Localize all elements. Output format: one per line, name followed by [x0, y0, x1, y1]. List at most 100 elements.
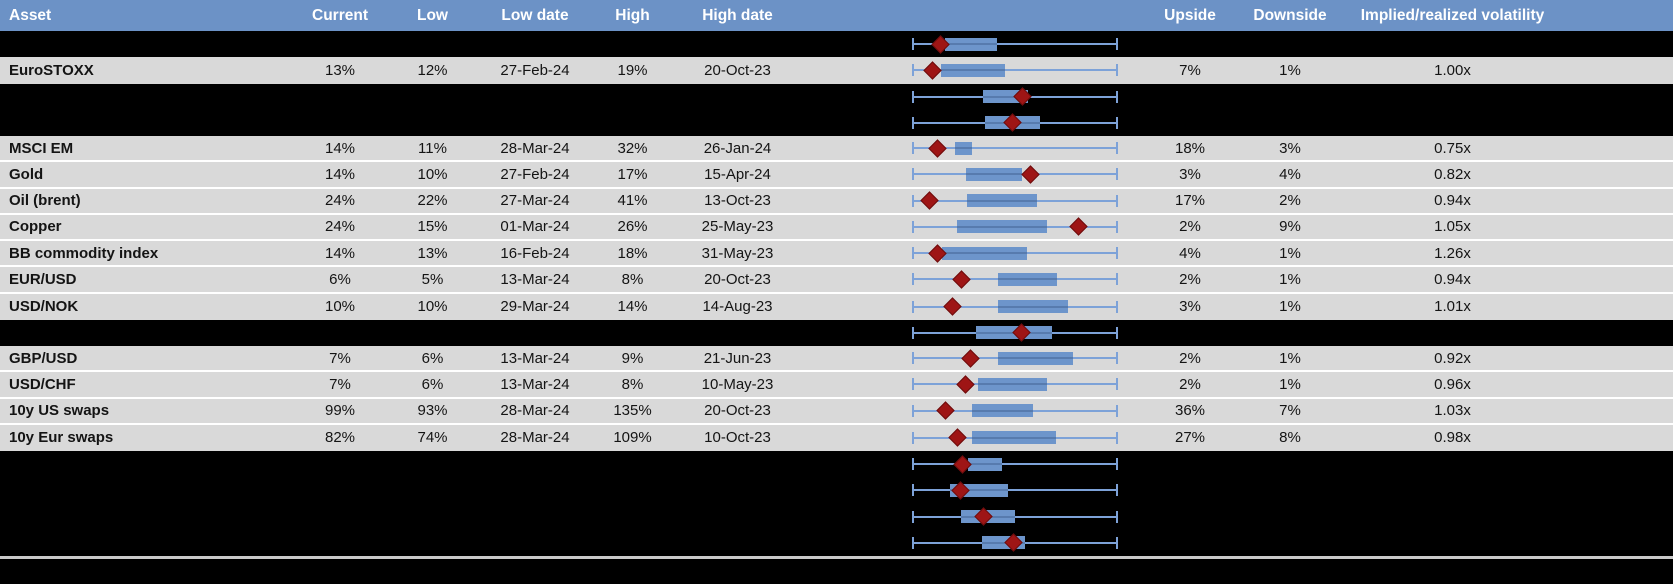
whisker-cap-right — [1116, 38, 1118, 51]
implied-realized-cell: 1.00x — [1434, 61, 1471, 79]
downside-cell: 1% — [1279, 349, 1301, 367]
whisker-line — [912, 147, 1118, 150]
upside-cell: 2% — [1179, 270, 1201, 288]
downside-cell — [1235, 31, 1345, 57]
high-cell: 41% — [617, 192, 648, 210]
upside-cell — [1145, 84, 1235, 110]
high-cell: 109% — [613, 429, 652, 447]
interquartile-box — [971, 431, 1057, 445]
high-cell — [595, 530, 670, 556]
current-cell: 24% — [324, 192, 356, 210]
high-date-cell: 20-Oct-23 — [704, 61, 771, 79]
asset-name: MSCI EM — [9, 139, 74, 157]
upside-cell — [1145, 504, 1235, 530]
asset-name — [0, 84, 290, 110]
high-date-cell: 10-May-23 — [701, 375, 774, 393]
boxplot — [912, 136, 1118, 160]
whisker-cap-left — [912, 90, 914, 103]
low-date-cell: 16-Feb-24 — [500, 244, 570, 262]
table-row: USD/NOK 10% 10% 29-Mar-24 14% 14-Aug-23 3% 1% 1.… — [0, 293, 1673, 320]
low-cell: 10% — [417, 165, 448, 183]
low-cell — [390, 451, 475, 477]
boxplot-cell — [805, 162, 1145, 186]
implied-realized-cell: 0.75x — [1434, 139, 1471, 157]
current-marker-diamond — [922, 61, 942, 80]
row-spacer — [1560, 162, 1673, 186]
bottom-filler — [0, 559, 1673, 584]
bottom-divider — [0, 556, 1673, 559]
hidden-row — [0, 477, 1673, 504]
whisker-cap-left — [912, 64, 914, 77]
downside-cell: 8% — [1279, 429, 1301, 447]
implied-realized-cell — [1345, 110, 1560, 136]
low-date-cell — [475, 530, 595, 556]
whisker-cap-left — [912, 38, 914, 51]
current-cell: 99% — [324, 402, 356, 420]
low-date-cell: 27-Feb-24 — [500, 61, 570, 79]
boxplot-cell — [805, 477, 1145, 503]
boxplot-cell — [805, 530, 1145, 556]
downside-cell: 1% — [1279, 270, 1301, 288]
boxplot — [912, 110, 1118, 136]
upside-cell — [1145, 451, 1235, 477]
upside-cell: 2% — [1179, 218, 1201, 236]
upside-cell: 7% — [1179, 61, 1201, 79]
asset-name: EUR/USD — [9, 270, 77, 288]
whisker-cap-right — [1116, 326, 1118, 339]
interquartile-box — [997, 351, 1074, 365]
implied-realized-cell: 1.05x — [1434, 218, 1471, 236]
whisker-cap-right — [1116, 116, 1118, 129]
upside-cell: 3% — [1179, 165, 1201, 183]
table-row: BB commodity index 14% 13% 16-Feb-24 18% 31-M… — [0, 241, 1673, 268]
low-date-cell: 27-Mar-24 — [500, 192, 570, 210]
hidden-row — [0, 109, 1673, 136]
current-cell: 7% — [329, 349, 351, 367]
low-cell — [390, 530, 475, 556]
high-cell — [595, 504, 670, 530]
row-spacer — [1560, 530, 1673, 556]
high-cell: 18% — [617, 244, 648, 262]
low-date-cell: 13-Mar-24 — [500, 270, 570, 288]
whisker-cap-left — [912, 194, 914, 207]
boxplot-cell — [805, 504, 1145, 530]
whisker-cap-left — [912, 458, 914, 471]
column-header-asset: Asset — [9, 6, 52, 24]
downside-cell: 1% — [1279, 375, 1301, 393]
low-cell — [390, 31, 475, 57]
low-date-cell: 28-Mar-24 — [500, 139, 570, 157]
upside-cell: 2% — [1179, 375, 1201, 393]
boxplot — [912, 215, 1118, 239]
upside-cell: 17% — [1174, 192, 1206, 210]
implied-realized-cell — [1345, 84, 1560, 110]
column-header-upside: Upside — [1164, 6, 1216, 24]
upside-cell — [1145, 477, 1235, 503]
implied-realized-cell — [1345, 530, 1560, 556]
whisker-cap-left — [912, 273, 914, 286]
upside-cell: 18% — [1174, 139, 1206, 157]
high-cell: 32% — [617, 139, 648, 157]
low-date-cell — [475, 320, 595, 346]
high-date-cell: 10-Oct-23 — [704, 429, 771, 447]
implied-realized-cell — [1345, 504, 1560, 530]
implied-realized-cell: 0.94x — [1434, 270, 1471, 288]
low-cell: 74% — [417, 429, 448, 447]
high-date-cell: 20-Oct-23 — [704, 402, 771, 420]
hidden-row — [0, 83, 1673, 110]
column-header-spacer — [1560, 0, 1673, 31]
low-cell: 12% — [417, 61, 448, 79]
low-date-cell: 28-Mar-24 — [500, 429, 570, 447]
asset-name: Gold — [9, 165, 44, 183]
upside-cell — [1145, 530, 1235, 556]
current-cell — [290, 31, 390, 57]
low-cell — [390, 504, 475, 530]
upside-cell: 4% — [1179, 244, 1201, 262]
asset-name — [0, 320, 290, 346]
row-spacer — [1560, 320, 1673, 346]
high-date-cell: 21-Jun-23 — [703, 349, 772, 367]
interquartile-box — [945, 37, 998, 51]
whisker-cap-left — [912, 484, 914, 497]
downside-cell — [1235, 320, 1345, 346]
implied-realized-cell — [1345, 451, 1560, 477]
column-header-chart — [805, 0, 1145, 31]
whisker-cap-right — [1116, 404, 1118, 417]
